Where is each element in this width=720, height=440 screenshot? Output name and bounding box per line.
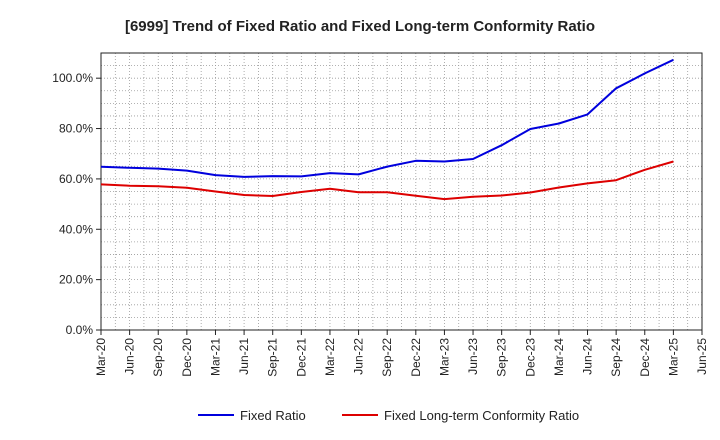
x-tick-label: Jun-21 <box>237 338 251 375</box>
x-tick-label: Jun-22 <box>352 338 366 375</box>
x-tick-label: Jun-25 <box>695 338 709 375</box>
y-tick-label: 60.0% <box>59 172 93 186</box>
x-tick-label: Sep-22 <box>380 338 394 377</box>
series-line-1 <box>100 58 674 178</box>
plot-border <box>100 52 703 331</box>
legend-label-1: Fixed Ratio <box>240 408 306 423</box>
x-tick-label: Dec-22 <box>409 338 423 377</box>
plot-area: 0.0% 20.0% 40.0% 60.0% 80.0% 100.0% Mar-20 Jun-… <box>52 52 709 377</box>
x-tick-label: Mar-21 <box>208 338 222 376</box>
x-tick-label: Sep-20 <box>151 338 165 377</box>
y-tick-label: 20.0% <box>59 273 93 287</box>
x-tick-label: Sep-24 <box>609 338 623 377</box>
y-tick-label: 0.0% <box>66 323 94 337</box>
x-tick-label: Mar-25 <box>666 338 680 376</box>
legend: Fixed Ratio Fixed Long-term Conformity Ra… <box>198 408 579 423</box>
x-tick-label: Dec-24 <box>638 338 652 377</box>
x-tick-label: Jun-20 <box>123 338 137 375</box>
x-tick-label: Sep-23 <box>495 338 509 377</box>
x-tick-label: Mar-20 <box>94 338 108 376</box>
y-tick-label: 100.0% <box>52 71 93 85</box>
x-tick-label: Dec-23 <box>523 338 537 377</box>
x-tick-label: Jun-23 <box>466 338 480 375</box>
x-tick-label: Sep-21 <box>266 338 280 377</box>
x-tick-label: Dec-21 <box>294 338 308 377</box>
y-tick-label: 80.0% <box>59 122 93 136</box>
x-tick-label: Mar-22 <box>323 338 337 376</box>
x-tick-label: Jun-24 <box>581 338 595 375</box>
legend-label-2: Fixed Long-term Conformity Ratio <box>384 408 579 423</box>
y-tick-label: 40.0% <box>59 222 93 236</box>
x-tick-label: Mar-23 <box>437 338 451 376</box>
x-tick-label: Mar-24 <box>552 338 566 376</box>
x-tick-label: Dec-20 <box>180 338 194 377</box>
series-line-2 <box>100 160 674 201</box>
chart-title: [6999] Trend of Fixed Ratio and Fixed Lo… <box>125 18 595 35</box>
